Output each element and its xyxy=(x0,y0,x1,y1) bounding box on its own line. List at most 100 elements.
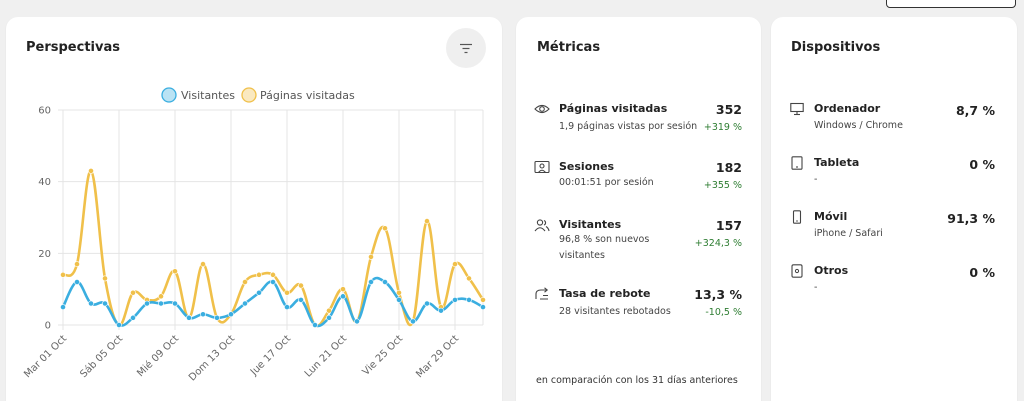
data-point xyxy=(326,314,332,321)
data-point xyxy=(186,314,192,321)
data-point xyxy=(60,271,66,278)
data-point xyxy=(466,275,472,282)
perspectives-chart: 0 20 40 60 Mar 01 Oct Sáb 05 Oct Mié 09 Oct Dom… xyxy=(22,87,486,384)
data-point xyxy=(88,168,94,174)
data-point xyxy=(158,293,164,300)
metric-value: 13,3 % xyxy=(694,287,742,302)
data-point xyxy=(298,282,304,289)
top-action-button[interactable] xyxy=(886,0,1016,8)
filter-button[interactable] xyxy=(446,28,486,68)
metric-change: -10,5 % xyxy=(705,307,742,318)
data-point xyxy=(130,289,136,296)
metric-row-visitors: Visitantes 96,8 % son nuevos visitantes … xyxy=(534,218,742,268)
data-point xyxy=(340,286,346,293)
eye-icon xyxy=(534,104,550,114)
tablet-icon xyxy=(791,156,803,170)
data-point xyxy=(270,271,276,278)
series-line xyxy=(61,276,484,328)
x-tick-label: Vie 25 Oct xyxy=(361,333,406,378)
filter-icon xyxy=(460,43,472,53)
data-point xyxy=(102,300,108,307)
device-sub: Windows / Chrome xyxy=(814,120,903,131)
device-label: Móvil xyxy=(814,210,848,223)
data-point xyxy=(368,279,374,285)
metric-label: Páginas visitadas xyxy=(559,102,668,115)
data-point xyxy=(396,297,402,303)
data-point xyxy=(88,300,94,307)
metric-label: Sesiones xyxy=(559,160,615,173)
data-point xyxy=(74,261,80,267)
x-tick-label: Sáb 05 Oct xyxy=(78,333,126,381)
data-point xyxy=(284,289,290,296)
device-sub: iPhone / Safari xyxy=(814,228,883,239)
metric-sub: 00:01:51 por sesión xyxy=(559,177,654,188)
data-point xyxy=(74,279,80,285)
data-point xyxy=(326,307,332,314)
data-point xyxy=(242,279,248,285)
metrics-footer: en comparación con los 31 días anteriore… xyxy=(536,375,738,386)
metric-label: Tasa de rebote xyxy=(559,287,651,300)
perspectives-card: Perspectivas 0 20 40 60 Mar 01 Oct Sáb 05 Oct… xyxy=(6,17,502,401)
device-row-mobile: Móvil iPhone / Safari 91,3 % xyxy=(790,210,995,242)
data-point xyxy=(144,300,150,307)
device-row-tablet: Tableta - 0 % xyxy=(790,156,995,188)
data-point xyxy=(396,289,402,296)
metric-change: +324,3 % xyxy=(694,238,742,249)
mobile-icon xyxy=(792,210,802,224)
data-point xyxy=(200,311,206,318)
data-point xyxy=(158,300,164,307)
legend-label: Páginas visitadas xyxy=(260,89,355,102)
data-point xyxy=(480,297,486,303)
data-point xyxy=(368,254,374,260)
x-tick-label: Mar 29 Oct xyxy=(414,333,461,380)
data-point xyxy=(102,275,108,282)
device-label: Otros xyxy=(814,264,849,277)
sessions-icon xyxy=(534,160,550,174)
data-point xyxy=(312,322,318,328)
data-point xyxy=(130,314,136,321)
device-value: 0 % xyxy=(969,157,995,172)
data-point xyxy=(424,218,430,224)
users-icon xyxy=(534,219,550,232)
x-tick-label: Dom 13 Oct xyxy=(187,333,237,383)
other-device-icon xyxy=(791,264,803,278)
metric-sub: 1,9 páginas vistas por sesión xyxy=(559,121,698,132)
data-point xyxy=(256,271,262,278)
y-tick-label: 60 xyxy=(38,106,51,117)
data-point xyxy=(466,297,472,303)
data-point xyxy=(284,304,290,310)
device-value: 8,7 % xyxy=(955,103,995,118)
data-point xyxy=(298,297,304,303)
data-point xyxy=(452,297,458,303)
device-label: Ordenador xyxy=(814,102,881,115)
data-point xyxy=(172,268,178,275)
x-tick-label: Mar 01 Oct xyxy=(22,333,69,380)
data-point xyxy=(214,314,220,321)
metrics-title: Métricas xyxy=(537,40,601,55)
data-point xyxy=(242,300,248,307)
data-point xyxy=(200,261,206,267)
metric-sub: 28 visitantes rebotados xyxy=(559,306,671,317)
legend-swatch xyxy=(161,87,177,103)
data-point xyxy=(480,304,486,310)
device-row-desktop: Ordenador Windows / Chrome 8,7 % xyxy=(790,102,995,134)
device-row-other: Otros - 0 % xyxy=(790,264,995,296)
device-sub: - xyxy=(814,282,818,293)
legend-label: Visitantes xyxy=(181,89,235,102)
y-tick-label: 40 xyxy=(38,177,51,188)
device-sub: - xyxy=(814,174,818,185)
data-point xyxy=(60,304,66,310)
metric-sub: 96,8 % son nuevos visitantes xyxy=(559,234,650,261)
data-point xyxy=(172,300,178,307)
metric-row-sessions: Sesiones 00:01:51 por sesión 182 +355 % xyxy=(534,160,742,200)
data-point xyxy=(410,318,416,325)
device-value: 0 % xyxy=(969,265,995,280)
metric-value: 182 xyxy=(715,160,742,175)
data-point xyxy=(340,293,346,300)
x-tick-label: Jue 17 Oct xyxy=(248,333,293,378)
metric-change: +355 % xyxy=(703,180,742,191)
desktop-icon xyxy=(790,102,804,116)
device-label: Tableta xyxy=(814,156,860,169)
metric-value: 157 xyxy=(715,218,742,233)
series-line xyxy=(62,169,485,328)
